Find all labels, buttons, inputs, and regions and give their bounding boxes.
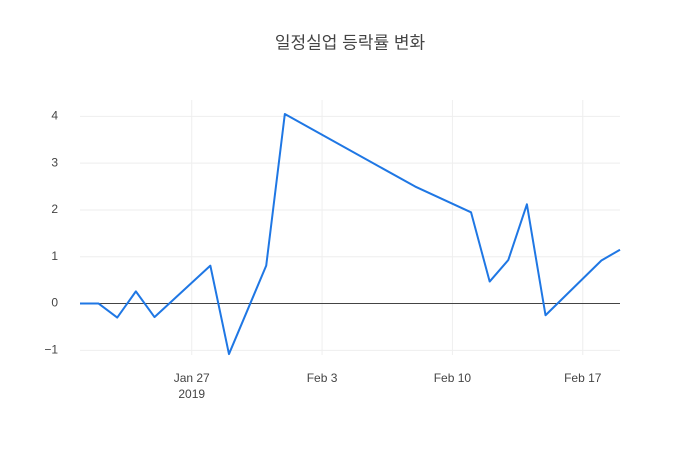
- chart-title: 일정실업 등락률 변화: [275, 33, 426, 52]
- x-tick-label: Jan 27: [174, 371, 210, 385]
- y-tick-label: 4: [51, 109, 58, 123]
- x-tick-label: Feb 3: [307, 371, 338, 385]
- y-tick-label: 3: [51, 155, 58, 169]
- line-series: [80, 113, 621, 356]
- y-tick-label: 1: [51, 249, 58, 263]
- x-axis-year: 2019: [178, 387, 205, 401]
- y-tick-label: −1: [44, 342, 58, 356]
- y-tick-label: 0: [51, 296, 58, 310]
- x-tick-label: Feb 17: [564, 371, 602, 385]
- x-tick-label: Feb 10: [434, 371, 472, 385]
- y-tick-label: 2: [51, 202, 58, 216]
